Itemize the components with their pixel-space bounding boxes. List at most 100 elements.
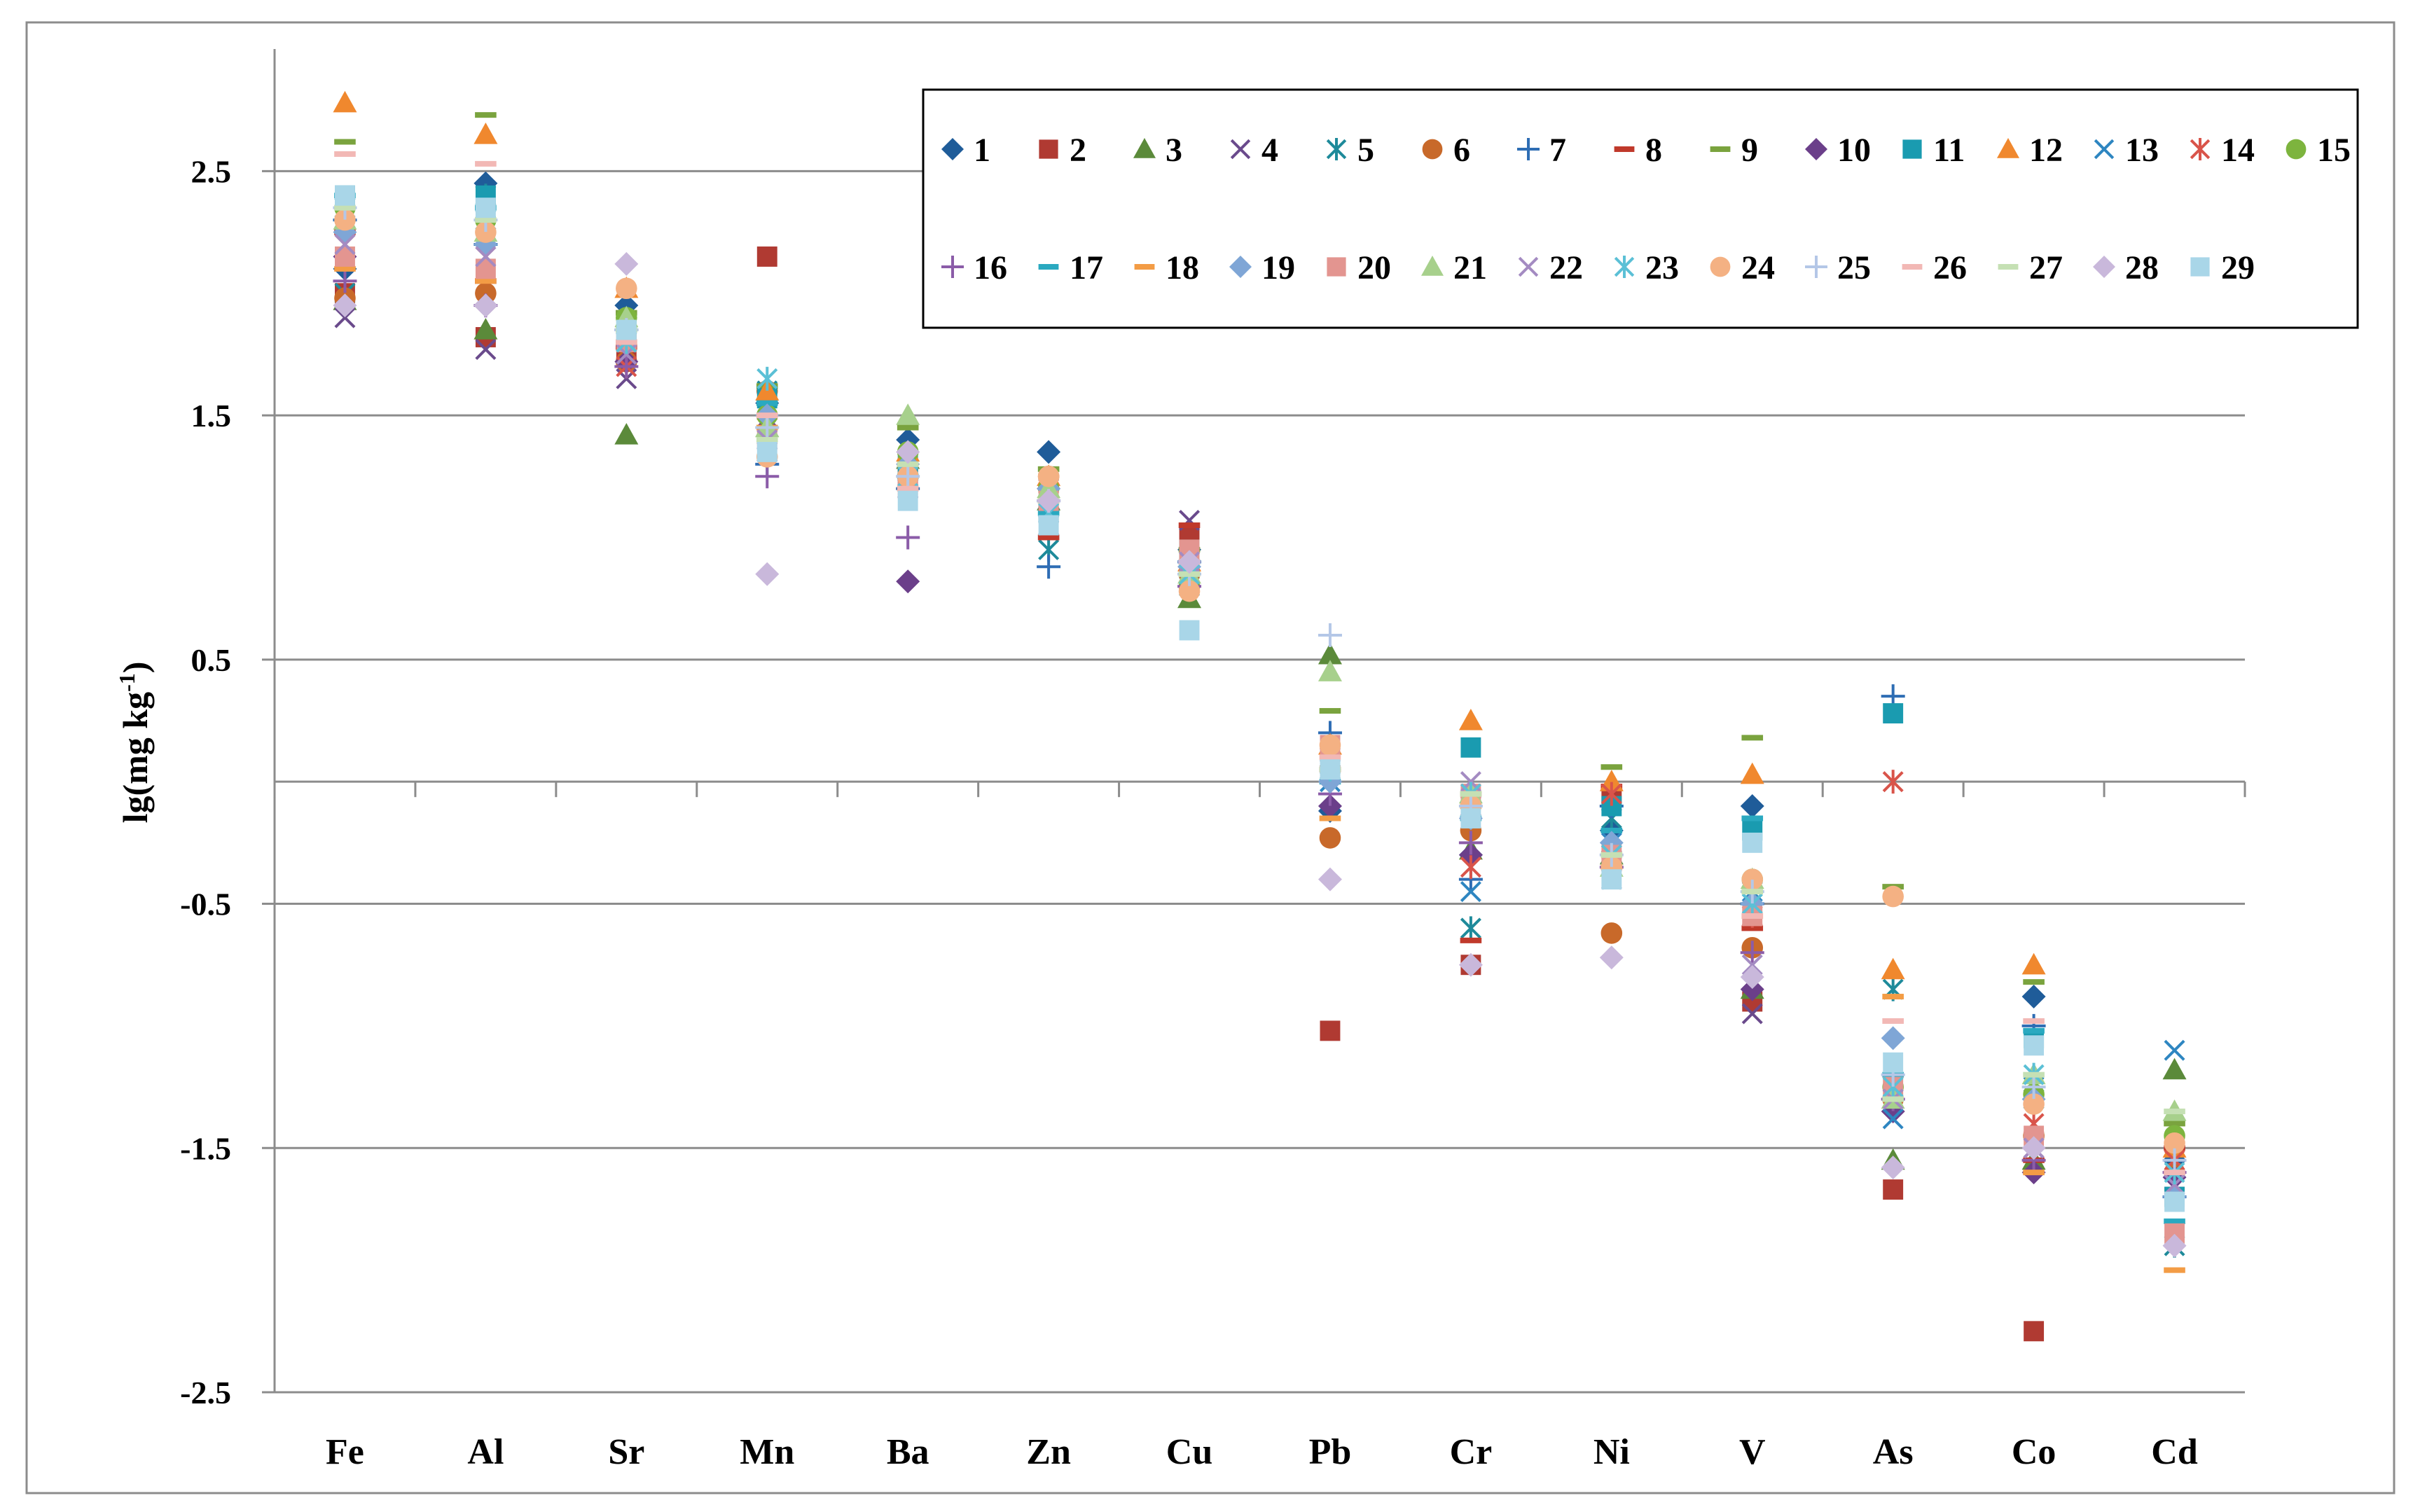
data-point xyxy=(1882,1096,1904,1102)
legend-item-13: 13 xyxy=(2094,132,2159,169)
data-point xyxy=(1319,708,1341,714)
data-point xyxy=(896,464,920,489)
data-point xyxy=(1741,735,1764,741)
data-point xyxy=(896,440,920,464)
data-point xyxy=(1037,555,1061,579)
legend-item-19: 19 xyxy=(1229,249,1295,286)
data-point xyxy=(1740,965,1764,990)
data-point xyxy=(2023,1093,2045,1115)
legend-label: 25 xyxy=(1837,249,1871,286)
x-tick-label: Cr xyxy=(1450,1432,1493,1472)
data-point xyxy=(755,562,780,586)
data-point xyxy=(756,436,778,443)
data-point xyxy=(1741,868,1764,890)
data-point xyxy=(473,318,498,340)
data-point xyxy=(1882,994,1904,1000)
data-point xyxy=(335,185,355,206)
legend-marker xyxy=(1421,256,1444,276)
data-point xyxy=(1458,709,1483,730)
x-tick-labels: Fe Al Sr Mn Ba Zn Cu Pb Cr Ni V As Co Cd xyxy=(326,1432,2198,1472)
legend-label: 16 xyxy=(974,249,1007,286)
legend-label: 6 xyxy=(1453,132,1470,169)
data-point xyxy=(1741,925,1764,931)
data-point xyxy=(1600,922,1623,944)
legend-marker xyxy=(2286,139,2307,160)
legend-label: 13 xyxy=(2125,132,2159,169)
data-point xyxy=(475,112,497,118)
data-point xyxy=(2021,1075,2046,1100)
data-point xyxy=(2164,1121,2185,1127)
legend-marker xyxy=(1710,146,1731,152)
data-point xyxy=(755,415,780,440)
data-point xyxy=(1741,1003,1763,1025)
data-point xyxy=(2164,1191,2185,1212)
legend-label: 7 xyxy=(1549,132,1566,169)
data-point xyxy=(756,366,778,391)
data-point xyxy=(1318,867,1342,892)
x-tick-label: Cd xyxy=(2151,1432,2198,1472)
legend-marker xyxy=(1327,257,1346,277)
legend-item-9: 9 xyxy=(1710,132,1758,169)
data-point xyxy=(1320,759,1341,780)
legend-label: 26 xyxy=(1933,249,1967,286)
data-point xyxy=(2164,1170,2185,1176)
data-point xyxy=(1460,791,1482,797)
legend-marker xyxy=(1902,139,1922,159)
x-tick-label: Al xyxy=(467,1432,504,1472)
y-tick-labels: 2.5 1.5 0.5 -0.5 -1.5 -2.5 xyxy=(180,153,231,1410)
data-point xyxy=(1741,889,1764,895)
data-point xyxy=(1600,852,1623,858)
legend-marker xyxy=(1422,139,1443,160)
data-point xyxy=(1460,737,1481,758)
data-point xyxy=(475,221,497,243)
legend-marker xyxy=(1133,138,1156,158)
data-point xyxy=(475,278,497,284)
data-point xyxy=(897,485,919,492)
legend-label: 18 xyxy=(1166,249,1199,286)
legend-item-17: 17 xyxy=(1038,249,1103,286)
data-point xyxy=(1318,623,1342,647)
x-tick-label: Ba xyxy=(887,1432,929,1472)
data-point xyxy=(1037,440,1061,464)
data-point xyxy=(1881,1026,1905,1050)
axes xyxy=(262,49,2246,1394)
legend-marker xyxy=(1614,146,1635,152)
data-point xyxy=(2024,1321,2045,1342)
data-point xyxy=(1460,808,1481,828)
data-point xyxy=(334,265,356,272)
data-point xyxy=(1318,660,1342,681)
legend-item-29: 29 xyxy=(2190,249,2255,286)
data-point xyxy=(2021,985,2046,1009)
data-point xyxy=(1741,815,1764,821)
legend-marker xyxy=(2190,257,2210,277)
data-point xyxy=(1882,885,1904,908)
data-point xyxy=(334,233,356,255)
data-point xyxy=(614,422,639,445)
data-point xyxy=(1599,770,1624,791)
y-tick-label: 2.5 xyxy=(191,153,232,189)
data-point xyxy=(1740,794,1764,819)
legend-label: 27 xyxy=(2029,249,2063,286)
data-point xyxy=(1742,832,1763,853)
series-28 xyxy=(333,251,2187,1258)
data-point xyxy=(2162,1233,2187,1258)
legend-label: 17 xyxy=(1070,249,1103,286)
data-point xyxy=(756,441,777,462)
series-29 xyxy=(335,185,2185,1212)
legend-item-27: 27 xyxy=(1998,249,2063,286)
data-point xyxy=(2164,1132,2185,1154)
legend-label: 12 xyxy=(2029,132,2063,169)
legend-marker xyxy=(1230,139,1251,160)
legend-marker xyxy=(1038,264,1059,270)
legend-item-7: 7 xyxy=(1517,132,1566,169)
data-point xyxy=(756,412,778,419)
legend-item-12: 12 xyxy=(1997,132,2063,169)
y-axis-label-sup: -1 xyxy=(114,673,139,692)
data-point xyxy=(1883,1052,1904,1073)
data-point xyxy=(1319,734,1341,756)
legend-item-24: 24 xyxy=(1710,249,1775,286)
legend-marker xyxy=(1805,138,1827,160)
data-point xyxy=(1318,642,1342,665)
legend-item-22: 22 xyxy=(1518,249,1583,286)
legend-marker xyxy=(1518,256,1539,277)
